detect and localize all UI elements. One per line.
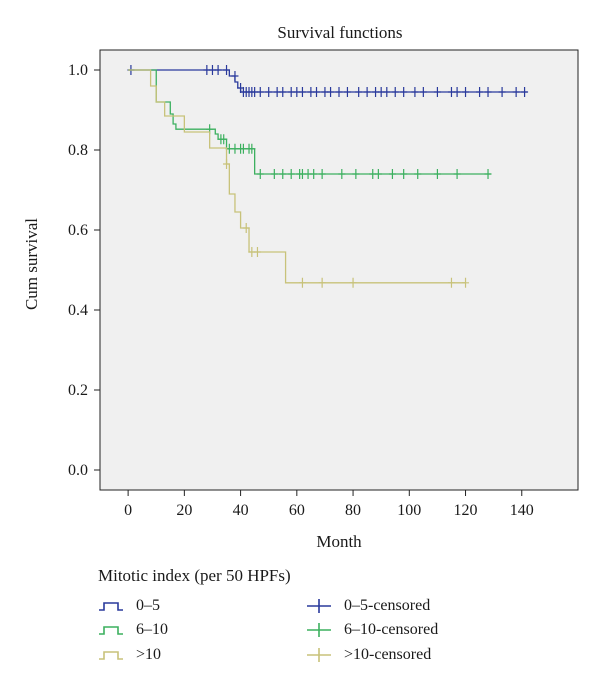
x-tick-label-60: 60 <box>289 502 305 519</box>
censor-mark-0-5-25 <box>355 87 363 97</box>
legend-line-swatch-6-10 <box>99 626 123 635</box>
censor-mark-0-5-37 <box>462 87 470 97</box>
censor-mark-6-10-17 <box>318 169 326 179</box>
censor-mark-6-10-24 <box>414 169 422 179</box>
y-tick-label-0.4: 0.4 <box>68 302 88 319</box>
censor-mark-over-10-6 <box>349 277 357 288</box>
legend-item-over-10-censored: >10-censored <box>306 646 431 664</box>
censor-mark-0-5-15 <box>279 87 287 97</box>
series-over-10 <box>128 69 470 288</box>
censor-mark-0-5-33 <box>419 87 427 97</box>
censor-mark-0-5-40 <box>498 87 506 97</box>
legend-label-0-5: 0–5 <box>136 597 160 614</box>
censor-mark-6-10-11 <box>279 169 287 179</box>
y-tick-label-0: 0.0 <box>68 462 88 479</box>
legend-censor-swatch-6-10 <box>307 623 331 637</box>
censor-mark-0-5-12 <box>256 87 264 97</box>
censor-mark-0-5-24 <box>343 87 351 97</box>
censor-mark-0-5-13 <box>265 87 273 97</box>
y-tick-label-0.8: 0.8 <box>68 142 88 159</box>
x-tick-label-80: 80 <box>345 502 361 519</box>
censor-mark-6-10-19 <box>352 169 360 179</box>
censor-mark-6-10-16 <box>310 169 318 179</box>
plot-area <box>99 49 579 491</box>
legend-label-6-10-censored: 6–10-censored <box>344 621 439 638</box>
legend-item-0-5-censored: 0–5-censored <box>306 597 430 615</box>
legend-label-6-10: 6–10 <box>136 621 168 638</box>
censor-mark-over-10-3 <box>253 247 261 257</box>
censor-mark-0-5-39 <box>484 87 492 97</box>
censor-mark-6-10-8 <box>248 143 256 154</box>
censor-mark-0-5-34 <box>433 87 441 97</box>
censor-mark-6-10-9 <box>256 169 264 179</box>
censor-mark-over-10-1 <box>242 223 250 233</box>
series-6-10 <box>128 69 492 179</box>
x-tick-label-140: 140 <box>510 502 534 519</box>
y-tick-label-0.6: 0.6 <box>68 222 88 239</box>
x-tick-label-20: 20 <box>176 502 192 519</box>
y-tick-label-0.2: 0.2 <box>68 382 88 399</box>
legend-item-6-10-censored: 6–10-censored <box>306 621 438 639</box>
x-tick-label-0: 0 <box>124 502 132 519</box>
legend-censor-swatch-over-10 <box>307 648 331 662</box>
legend-line-swatch-0-5 <box>99 602 123 611</box>
survival-chart: Survival functions 0 20 40 60 80 100 120 140 0.0… <box>22 23 579 551</box>
legend-censor-swatch-0-5 <box>307 599 331 613</box>
chart-title: Survival functions <box>277 23 402 42</box>
censor-mark-6-10-10 <box>270 169 278 179</box>
censor-mark-6-10-12 <box>287 169 295 179</box>
legend-item-0-5: 0–5 <box>98 597 160 615</box>
censor-mark-0-5-41 <box>512 87 520 97</box>
censor-mark-0-5-31 <box>400 87 408 97</box>
censor-mark-0-5-4 <box>223 65 231 75</box>
censor-mark-6-10-22 <box>388 169 396 179</box>
censor-mark-over-10-8 <box>462 277 470 288</box>
censor-mark-0-5-5 <box>231 71 239 81</box>
censor-mark-0-5-32 <box>411 87 419 97</box>
censor-mark-0-5-42 <box>521 87 529 97</box>
censor-mark-over-10-7 <box>447 277 455 288</box>
legend-label-over-10: >10 <box>136 646 162 663</box>
censor-mark-over-10-0 <box>223 159 231 169</box>
x-tick-label-120: 120 <box>454 502 478 519</box>
censor-mark-over-10-5 <box>318 277 326 288</box>
survival-curve-over-10 <box>128 69 466 284</box>
x-tick-label-40: 40 <box>233 502 249 519</box>
legend-line-swatch-over-10 <box>99 651 123 660</box>
censor-mark-0-5-36 <box>453 87 461 97</box>
censor-mark-0-5-22 <box>327 87 335 97</box>
censor-mark-6-10-25 <box>433 169 441 179</box>
legend-title: Mitotic index (per 50 HPFs) <box>98 566 291 585</box>
censor-mark-0-5-30 <box>391 87 399 97</box>
y-axis-label: Cum survival <box>22 218 41 310</box>
censor-mark-0-5-18 <box>298 87 306 97</box>
legend-label-over-10-censored: >10-censored <box>344 646 432 663</box>
legend-item-over-10: >10 <box>98 646 161 664</box>
legend-label-0-5-censored: 0–5-censored <box>344 597 431 614</box>
censor-mark-6-10-21 <box>374 169 382 179</box>
censor-mark-6-10-27 <box>484 169 492 179</box>
censor-mark-6-10-23 <box>400 169 408 179</box>
x-axis-label: Month <box>316 532 362 551</box>
censor-mark-0-5-38 <box>476 87 484 97</box>
series-0-5 <box>127 65 529 97</box>
censor-mark-0-5-20 <box>313 87 321 97</box>
censor-mark-6-10-2 <box>220 134 228 145</box>
censor-mark-0-5-26 <box>363 87 371 97</box>
censor-mark-6-10-26 <box>453 169 461 179</box>
censor-mark-over-10-4 <box>298 277 306 288</box>
y-tick-label-1: 1.0 <box>68 62 88 79</box>
legend-item-6-10: 6–10 <box>98 621 168 639</box>
censor-mark-0-5-3 <box>214 65 222 75</box>
x-tick-label-100: 100 <box>397 502 421 519</box>
censor-mark-6-10-18 <box>338 169 346 179</box>
censor-mark-0-5-29 <box>383 87 391 97</box>
censor-mark-0-5-23 <box>335 87 343 97</box>
